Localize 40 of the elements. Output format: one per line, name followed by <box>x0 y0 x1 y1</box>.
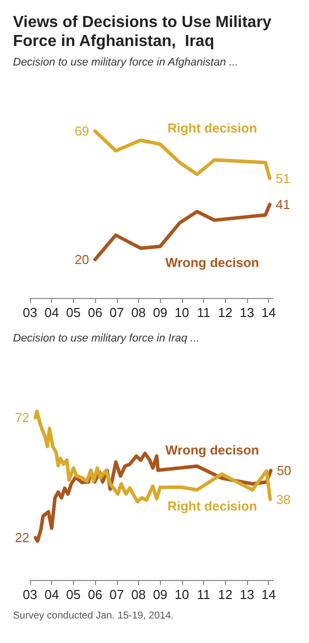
text: Survey conducted Jan. 15-19, 2014. <box>13 610 174 622</box>
x-tick-label: 03 <box>22 305 38 320</box>
x-tick-label: 10 <box>174 587 190 602</box>
chart-title: Views of Decisions to Use Military Force in Afghanistan, Iraq <box>13 14 276 50</box>
x-tick-label: 05 <box>66 305 81 320</box>
data-label: 51 <box>276 170 290 186</box>
series-label: Right decision <box>167 498 258 514</box>
x-tick-label: 14 <box>261 305 276 320</box>
data-label: 50 <box>276 462 292 478</box>
x-tick-label: 05 <box>66 587 81 602</box>
x-tick-label: 12 <box>218 587 232 602</box>
x-tick-label: 08 <box>131 305 146 320</box>
x-tick-label: 12 <box>218 305 232 320</box>
data-label: 20 <box>74 252 90 267</box>
x-tick-label: 09 <box>152 305 168 320</box>
series-label: Right decision <box>167 120 258 136</box>
chart-subtitle: Decision to use military force in Iraq ... <box>13 332 200 344</box>
x-tick-label: 07 <box>110 587 124 602</box>
x-tick-label: 14 <box>261 587 276 602</box>
x-tick-label: 13 <box>240 305 254 320</box>
x-tick-label: 04 <box>44 587 59 602</box>
data-label: 72 <box>14 410 30 426</box>
x-tick-label: 06 <box>88 587 102 602</box>
data-label: 22 <box>14 530 30 546</box>
x-tick-label: 03 <box>22 587 38 602</box>
x-tick-label: 11 <box>196 587 210 602</box>
data-label: 69 <box>74 124 90 139</box>
chart-subtitle: Decision to use military force in Afghanistan ... <box>13 56 238 68</box>
data-label: 38 <box>276 492 291 507</box>
series-label: Wrong decison <box>165 442 260 458</box>
data-label: 41 <box>276 196 290 212</box>
x-tick-label: 09 <box>152 587 168 602</box>
x-tick-label: 07 <box>110 305 124 320</box>
x-tick-label: 13 <box>240 587 254 602</box>
x-tick-label: 08 <box>131 587 146 602</box>
x-tick-label: 11 <box>196 305 210 320</box>
x-tick-label: 10 <box>174 305 190 320</box>
x-tick-label: 06 <box>88 305 102 320</box>
series-label: Wrong decison <box>165 254 260 270</box>
x-tick-label: 04 <box>44 305 59 320</box>
